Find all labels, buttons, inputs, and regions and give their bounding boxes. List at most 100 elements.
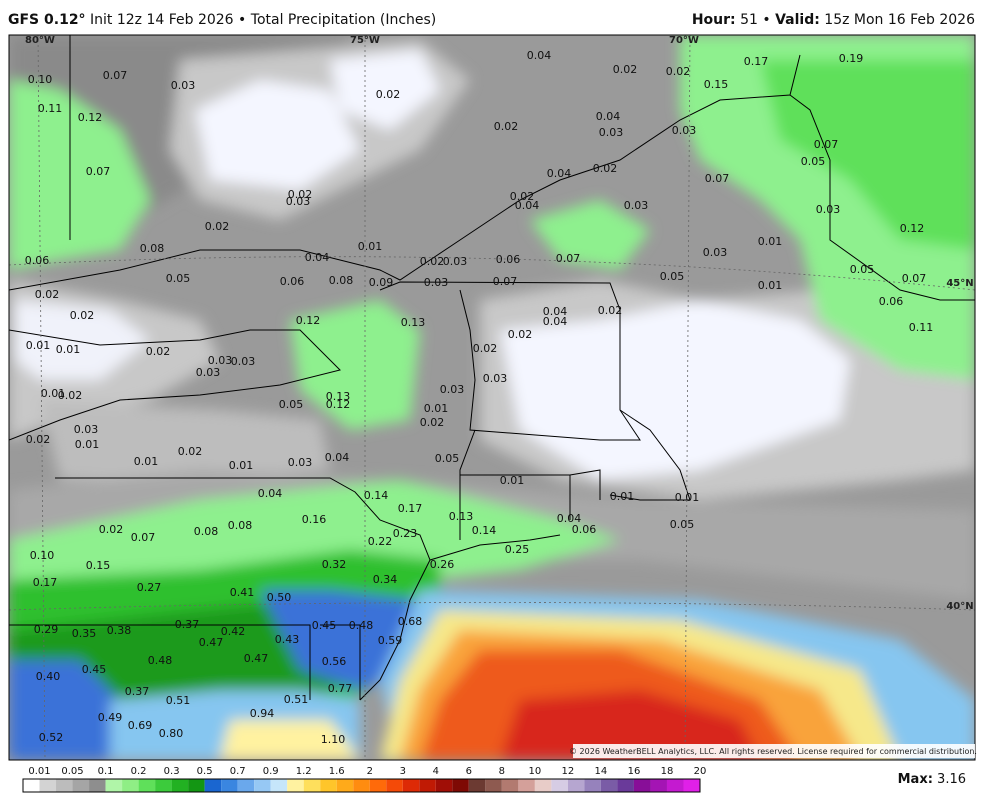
- colorbar-swatch: [567, 779, 585, 792]
- precip-label: 0.03: [171, 79, 196, 92]
- precip-label: 0.04: [325, 451, 350, 464]
- precip-label: 0.77: [328, 682, 353, 695]
- precip-label: 0.05: [670, 518, 695, 531]
- precip-label: 0.02: [593, 162, 618, 175]
- precip-label: 0.02: [288, 188, 313, 201]
- precip-label: 0.01: [26, 339, 51, 352]
- precip-label: 0.06: [280, 275, 305, 288]
- precip-label: 0.08: [194, 525, 219, 538]
- precip-label: 0.04: [515, 199, 540, 212]
- precip-label: 0.01: [134, 455, 159, 468]
- precip-label: 0.01: [758, 279, 783, 292]
- colorbar-swatch: [221, 779, 238, 792]
- precip-label: 0.05: [850, 263, 875, 276]
- precip-label: 0.04: [543, 315, 568, 328]
- precip-label: 0.06: [496, 253, 521, 266]
- precip-label: 0.10: [28, 73, 53, 86]
- precip-label: 0.05: [660, 270, 685, 283]
- precip-label: 0.52: [39, 731, 64, 744]
- precip-label: 0.04: [596, 110, 621, 123]
- colorbar-swatch: [39, 779, 57, 792]
- colorbar-swatch: [122, 779, 139, 792]
- precip-label: 0.08: [140, 242, 165, 255]
- precip-label: 0.26: [430, 558, 455, 571]
- max-box: Max: 3.16: [898, 772, 966, 787]
- colorbar-label: 10: [529, 766, 542, 777]
- colorbar-swatch: [518, 779, 535, 792]
- precip-label: 0.94: [250, 707, 275, 720]
- colorbar-swatch: [617, 779, 634, 792]
- precip-label: 0.37: [175, 618, 200, 631]
- max-value: 3.16: [937, 772, 966, 787]
- colorbar-swatch: [287, 779, 304, 792]
- precip-label: 0.47: [199, 636, 224, 649]
- graticule-label: 80°W: [25, 35, 55, 46]
- precip-label: 0.04: [305, 251, 330, 264]
- colorbar-label: 4: [433, 766, 439, 777]
- precip-label: 0.02: [26, 433, 51, 446]
- precip-label: 0.03: [672, 124, 697, 137]
- precip-label: 0.01: [56, 343, 81, 356]
- colorbar-swatch: [353, 779, 370, 792]
- precip-label: 0.42: [221, 625, 246, 638]
- precip-label: 0.03: [483, 372, 508, 385]
- precip-label: 0.02: [473, 342, 498, 355]
- precip-label: 0.59: [378, 634, 403, 647]
- precip-label: 0.06: [879, 295, 904, 308]
- precip-label: 0.23: [393, 527, 418, 540]
- colorbar-swatch: [155, 779, 172, 792]
- init-time: Init 12z 14 Feb 2026: [90, 12, 234, 28]
- precip-label: 0.41: [230, 586, 255, 599]
- precip-label: 0.35: [72, 627, 97, 640]
- colorbar-swatch: [89, 779, 106, 792]
- colorbar-swatch: [171, 779, 189, 792]
- precip-label: 0.68: [398, 615, 423, 628]
- precip-label: 0.48: [148, 654, 173, 667]
- header-left: GFS 0.12° Init 12z 14 Feb 2026 • Total P…: [8, 12, 436, 28]
- precip-label: 0.80: [159, 727, 184, 740]
- precip-label: 0.13: [401, 316, 426, 329]
- precip-label: 0.05: [435, 452, 460, 465]
- precip-label: 0.01: [500, 474, 525, 487]
- precip-label: 0.03: [599, 126, 624, 139]
- precip-label: 0.25: [505, 543, 530, 556]
- precip-label: 0.03: [74, 423, 99, 436]
- precip-label: 0.01: [758, 235, 783, 248]
- precip-label: 0.03: [286, 195, 311, 208]
- precip-label: 0.07: [902, 272, 927, 285]
- precip-label: 0.04: [258, 487, 283, 500]
- colorbar-swatch: [188, 779, 205, 792]
- precip-label: 0.45: [312, 619, 337, 632]
- precip-label: 0.17: [744, 55, 769, 68]
- precip-label: 0.05: [166, 272, 191, 285]
- precip-label: 0.02: [178, 445, 203, 458]
- colorbar-swatch: [485, 779, 502, 792]
- colorbar-swatch: [138, 779, 156, 792]
- precip-label: 0.07: [814, 138, 839, 151]
- precip-label: 0.05: [801, 155, 826, 168]
- colorbar-swatch: [633, 779, 651, 792]
- precip-label: 0.15: [86, 559, 111, 572]
- precip-label: 0.02: [99, 523, 124, 536]
- precip-label: 0.01: [424, 402, 449, 415]
- precip-label: 0.02: [613, 63, 638, 76]
- precip-label: 0.12: [296, 314, 321, 327]
- graticule-label: 45°N: [946, 278, 973, 289]
- colorbar-swatch: [452, 779, 469, 792]
- precip-label: 0.13: [326, 390, 351, 403]
- precip-label: 0.04: [557, 512, 582, 525]
- precip-label: 0.49: [98, 711, 123, 724]
- max-label: Max:: [897, 772, 933, 787]
- precip-label: 0.45: [82, 663, 107, 676]
- precip-label: 0.15: [704, 78, 729, 91]
- precip-label: 0.04: [547, 167, 572, 180]
- precip-label: 0.02: [146, 345, 171, 358]
- colorbar-swatch: [501, 779, 519, 792]
- precip-label: 0.56: [322, 655, 347, 668]
- precip-label: 0.06: [25, 254, 50, 267]
- precip-label: 0.29: [34, 623, 59, 636]
- hour-label: Hour:: [691, 12, 736, 28]
- precip-label: 0.43: [275, 633, 300, 646]
- colorbar-swatch: [551, 779, 568, 792]
